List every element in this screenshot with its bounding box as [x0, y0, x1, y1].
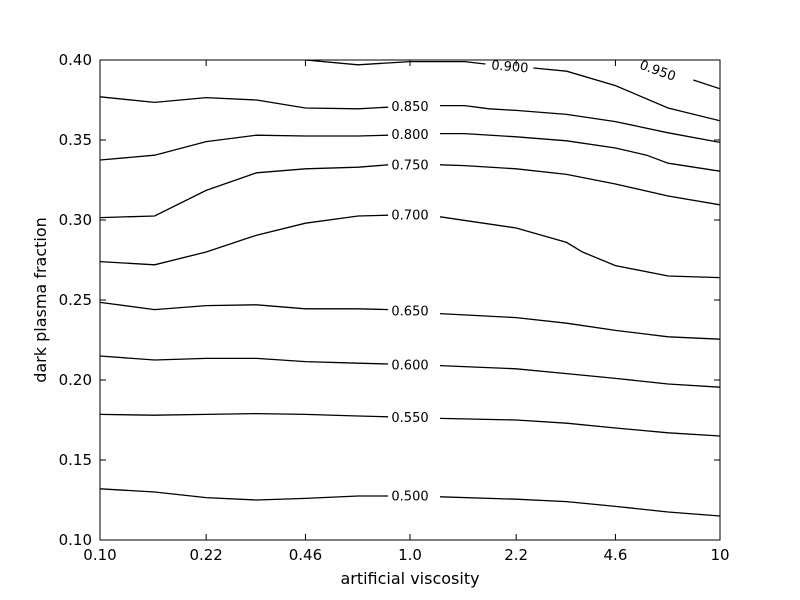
- contour-line-0850-seg2: [440, 104, 720, 144]
- contour-line-0750-seg1: [100, 164, 389, 219]
- y-tick-label: 0.10: [59, 531, 92, 549]
- contour-label-0850: 0.850: [391, 100, 428, 115]
- contour-line-0500-seg1: [100, 488, 389, 501]
- contour-line-0700-seg2: [439, 216, 720, 279]
- x-tick-label: 1.0: [398, 546, 422, 564]
- contour-labels: 0.500 0.550 0.600 0.650 0.700 0.750 0.800 0.850…: [391, 58, 677, 505]
- contour-lines: [100, 60, 720, 517]
- x-tick-label: 4.6: [604, 546, 628, 564]
- x-tick-label: 2.2: [504, 546, 528, 564]
- x-tick-label: 0.46: [289, 546, 322, 564]
- y-tick-label: 0.15: [59, 451, 92, 469]
- y-tick-label: 0.40: [59, 51, 92, 69]
- contour-line-0650-seg2: [440, 312, 720, 340]
- contour-line-0600-seg1: [100, 355, 389, 365]
- contour-label-0550: 0.550: [391, 411, 428, 426]
- contour-label-0600: 0.600: [391, 358, 428, 373]
- y-tick-label: 0.20: [59, 371, 92, 389]
- contour-line-0800-seg2: [440, 132, 720, 172]
- x-axis-ticks: 0.10 0.22 0.46 1.0 2.2 4.6 10: [83, 60, 730, 564]
- contour-line-0850-seg1: [100, 96, 389, 110]
- contour-line-0550-seg2: [440, 417, 720, 437]
- x-tick-label: 0.22: [189, 546, 222, 564]
- y-axis-ticks: 0.10 0.15 0.20 0.25 0.30 0.35 0.40: [59, 51, 720, 549]
- contour-line-0550-seg1: [100, 412, 389, 418]
- x-tick-label: 0.10: [83, 546, 116, 564]
- contour-line-0950-seg1: [693, 79, 720, 90]
- y-tick-label: 0.25: [59, 291, 92, 309]
- contour-line-0800-seg1: [100, 134, 389, 161]
- contour-label-0900: 0.900: [491, 58, 529, 76]
- y-tick-label: 0.35: [59, 131, 92, 149]
- plot-area: [99, 59, 721, 541]
- contour-label-0700: 0.700: [391, 209, 428, 224]
- contour-line-0700-seg1: [100, 214, 389, 266]
- contour-label-0650: 0.650: [391, 305, 428, 320]
- x-axis-label: artificial viscosity: [340, 569, 479, 588]
- contour-line-0750-seg2: [440, 164, 720, 206]
- y-axis-label: dark plasma fraction: [31, 217, 50, 383]
- contour-label-0750: 0.750: [391, 158, 428, 173]
- contour-line-0900-seg2: [533, 67, 720, 122]
- contour-line-0600-seg2: [440, 364, 720, 388]
- contour-label-0500: 0.500: [391, 490, 428, 505]
- contour-label-0800: 0.800: [391, 128, 428, 143]
- x-tick-label: 10: [710, 546, 729, 564]
- contour-line-0650-seg1: [100, 301, 389, 311]
- contour-line-0500-seg2: [440, 496, 720, 517]
- y-tick-label: 0.30: [59, 211, 92, 229]
